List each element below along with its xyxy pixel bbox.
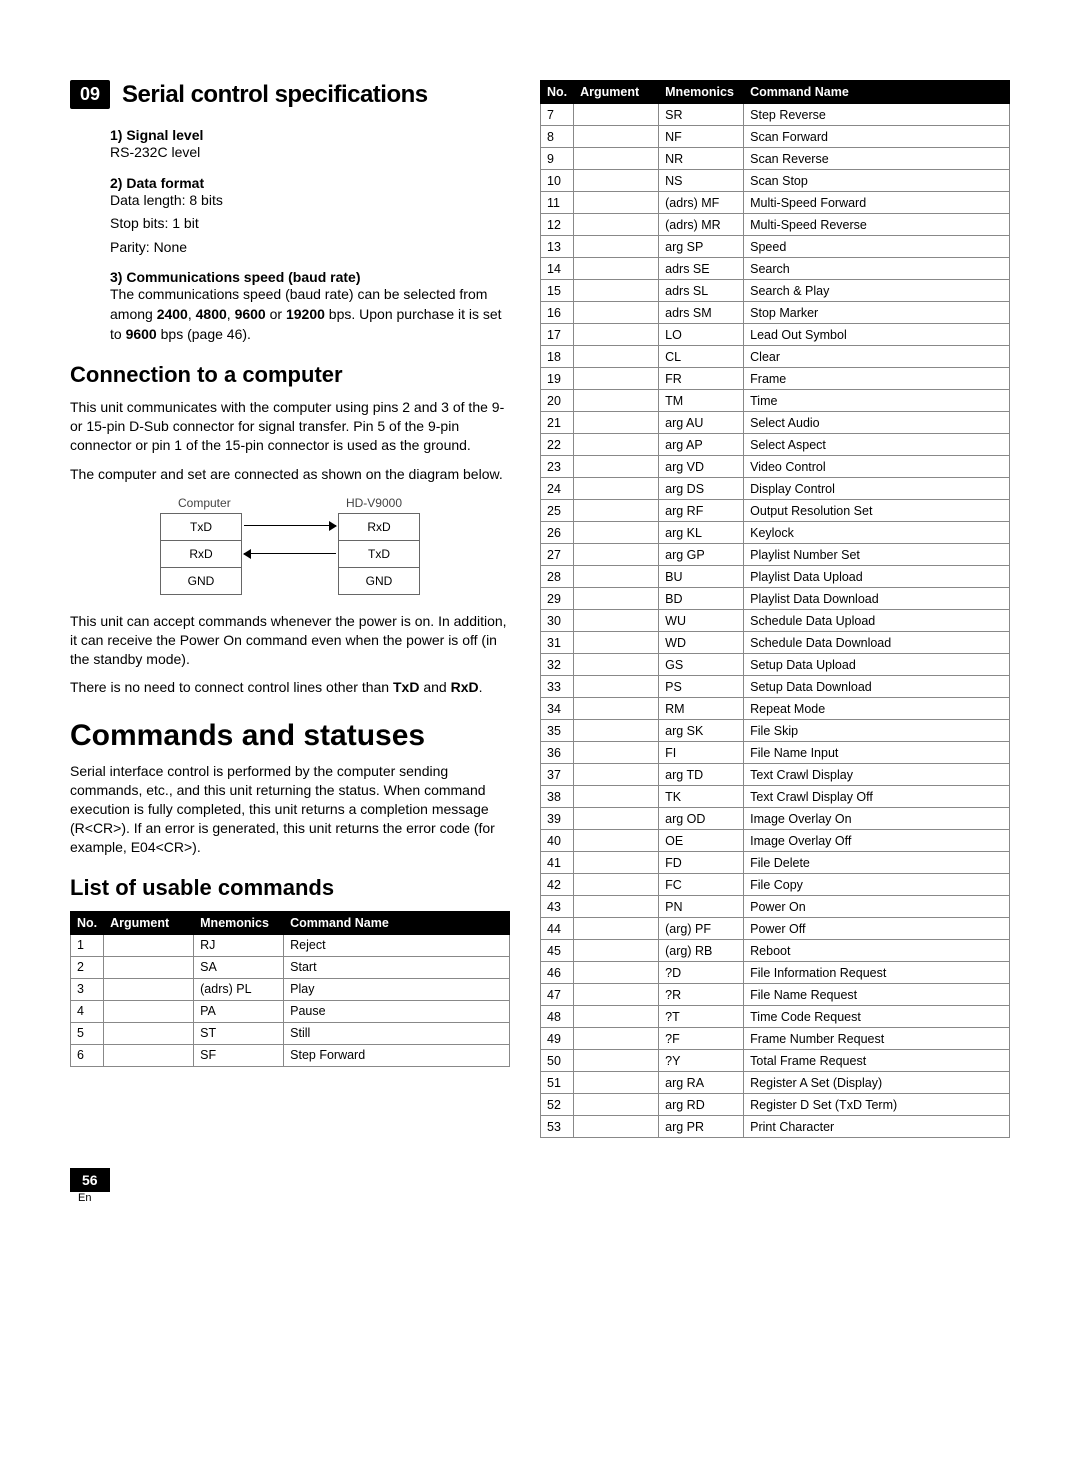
table-row: 20TMTime [541, 390, 1010, 412]
table-row: 7SRStep Reverse [541, 104, 1010, 126]
th-mn: Mnemonics [659, 81, 744, 104]
list-commands-heading: List of usable commands [70, 875, 510, 901]
connection-p2: The computer and set are connected as sh… [70, 465, 510, 484]
table-row: 45(arg) RBReboot [541, 940, 1010, 962]
th-no: No. [541, 81, 574, 104]
arrow-left-icon [244, 540, 336, 568]
table-row: 31WDSchedule Data Download [541, 632, 1010, 654]
table-row: 40OEImage Overlay Off [541, 830, 1010, 852]
table-row: 4PAPause [71, 1000, 510, 1022]
comm-speed-text: The communications speed (baud rate) can… [110, 285, 510, 344]
data-format-text1: Data length: 8 bits [110, 191, 510, 211]
data-format-text3: Parity: None [110, 238, 510, 258]
table-row: 19FRFrame [541, 368, 1010, 390]
table-row: 10NSScan Stop [541, 170, 1010, 192]
table-row: 18CLClear [541, 346, 1010, 368]
page-number: 56 [70, 1168, 110, 1192]
table-row: 53arg PRPrint Character [541, 1116, 1010, 1138]
arrow-right-icon [244, 512, 336, 540]
th-arg: Argument [104, 911, 194, 934]
th-arg: Argument [574, 81, 659, 104]
commands-table-left: No. Argument Mnemonics Command Name 1RJR… [70, 911, 510, 1067]
table-row: 44(arg) PFPower Off [541, 918, 1010, 940]
comm-speed-heading: 3) Communications speed (baud rate) [110, 269, 510, 285]
table-row: 50?YTotal Frame Request [541, 1050, 1010, 1072]
table-row: 52arg RDRegister D Set (TxD Term) [541, 1094, 1010, 1116]
table-row: 6SFStep Forward [71, 1044, 510, 1066]
table-row: 32GSSetup Data Upload [541, 654, 1010, 676]
connection-p4: There is no need to connect control line… [70, 678, 510, 697]
table-row: 9NRScan Reverse [541, 148, 1010, 170]
table-row: 25arg RFOutput Resolution Set [541, 500, 1010, 522]
table-row: 36FIFile Name Input [541, 742, 1010, 764]
diagram-left-label: Computer [178, 496, 231, 510]
table-row: 3(adrs) PLPlay [71, 978, 510, 1000]
table-row: 33PSSetup Data Download [541, 676, 1010, 698]
th-mn: Mnemonics [194, 911, 284, 934]
table-row: 38TKText Crawl Display Off [541, 786, 1010, 808]
diagram-right-box: RxD TxD GND [338, 513, 420, 595]
connection-heading: Connection to a computer [70, 362, 510, 388]
table-row: 15adrs SLSearch & Play [541, 280, 1010, 302]
commands-heading: Commands and statuses [70, 719, 510, 752]
commands-table-right: No. Argument Mnemonics Command Name 7SRS… [540, 80, 1010, 1138]
arrow-blank [244, 568, 336, 596]
connection-diagram: Computer HD-V9000 TxD RxD GND RxD TxD GN [160, 496, 420, 596]
table-row: 23arg VDVideo Control [541, 456, 1010, 478]
table-row: 29BDPlaylist Data Download [541, 588, 1010, 610]
data-format-heading: 2) Data format [110, 175, 510, 191]
table-row: 11(adrs) MFMulti-Speed Forward [541, 192, 1010, 214]
signal-level-text: RS-232C level [110, 143, 510, 163]
table-row: 24arg DSDisplay Control [541, 478, 1010, 500]
table-row: 22arg APSelect Aspect [541, 434, 1010, 456]
table-row: 12(adrs) MRMulti-Speed Reverse [541, 214, 1010, 236]
table-row: 51arg RARegister A Set (Display) [541, 1072, 1010, 1094]
table-row: 34RMRepeat Mode [541, 698, 1010, 720]
table-row: 13arg SPSpeed [541, 236, 1010, 258]
th-name: Command Name [284, 911, 510, 934]
page-footer: 56 En [70, 1168, 1010, 1204]
table-row: 1RJReject [71, 934, 510, 956]
chapter-header: 09 Serial control specifications [70, 80, 510, 109]
table-row: 48?TTime Code Request [541, 1006, 1010, 1028]
table-row: 47?RFile Name Request [541, 984, 1010, 1006]
table-row: 39arg ODImage Overlay On [541, 808, 1010, 830]
table-row: 43PNPower On [541, 896, 1010, 918]
signal-level-heading: 1) Signal level [110, 127, 510, 143]
table-row: 26arg KLKeylock [541, 522, 1010, 544]
commands-p1: Serial interface control is performed by… [70, 762, 510, 856]
data-format-text2: Stop bits: 1 bit [110, 214, 510, 234]
table-row: 49?FFrame Number Request [541, 1028, 1010, 1050]
chapter-title: Serial control specifications [122, 81, 428, 109]
table-row: 41FDFile Delete [541, 852, 1010, 874]
table-row: 16adrs SMStop Marker [541, 302, 1010, 324]
table-row: 28BUPlaylist Data Upload [541, 566, 1010, 588]
connection-p1: This unit communicates with the computer… [70, 398, 510, 455]
th-name: Command Name [744, 81, 1010, 104]
table-row: 21arg AUSelect Audio [541, 412, 1010, 434]
diagram-left-box: TxD RxD GND [160, 513, 242, 595]
table-row: 30WUSchedule Data Upload [541, 610, 1010, 632]
table-row: 37arg TDText Crawl Display [541, 764, 1010, 786]
diagram-right-label: HD-V9000 [346, 496, 402, 510]
language-label: En [78, 1192, 1010, 1204]
chapter-number: 09 [70, 80, 110, 109]
table-row: 5STStill [71, 1022, 510, 1044]
table-row: 14adrs SESearch [541, 258, 1010, 280]
table-row: 27arg GPPlaylist Number Set [541, 544, 1010, 566]
table-row: 8NFScan Forward [541, 126, 1010, 148]
table-row: 2SAStart [71, 956, 510, 978]
table-row: 42FCFile Copy [541, 874, 1010, 896]
table-row: 35arg SKFile Skip [541, 720, 1010, 742]
table-row: 17LOLead Out Symbol [541, 324, 1010, 346]
th-no: No. [71, 911, 104, 934]
table-row: 46?DFile Information Request [541, 962, 1010, 984]
connection-p3: This unit can accept commands whenever t… [70, 612, 510, 669]
